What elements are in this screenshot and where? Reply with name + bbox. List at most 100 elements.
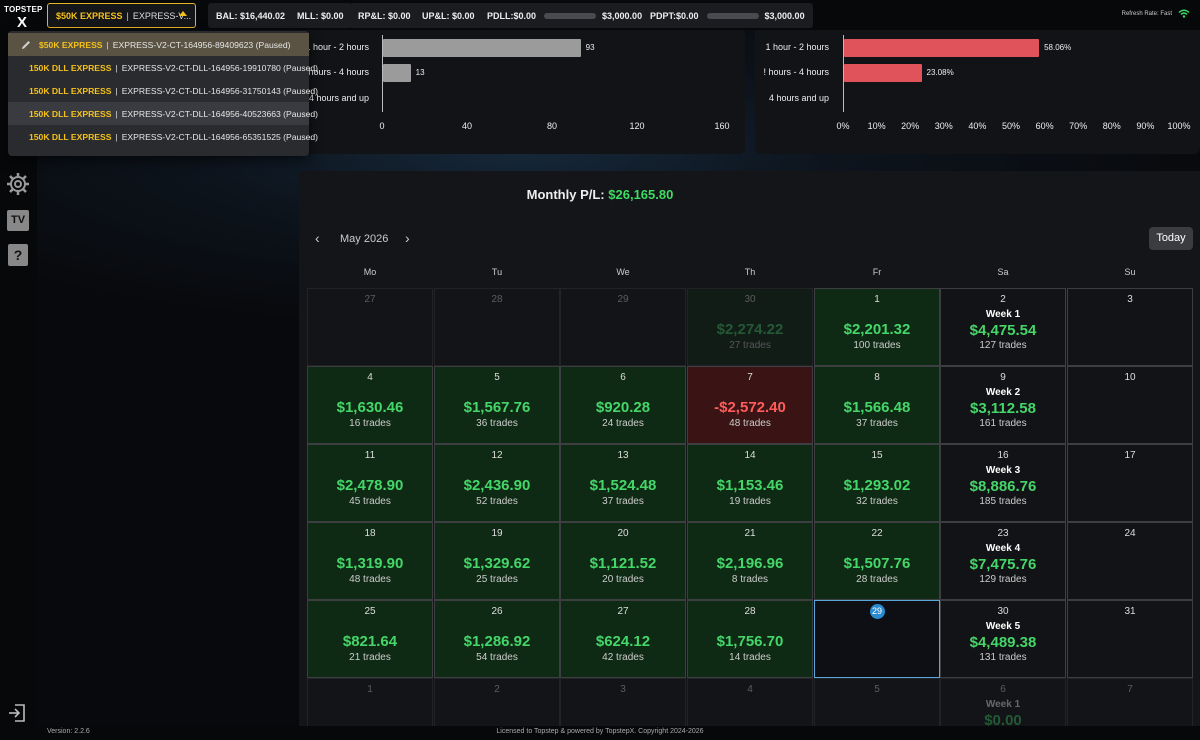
calendar-day-cell[interactable]: 27 bbox=[307, 288, 433, 366]
account-menu-item[interactable]: 150K DLL EXPRESS | EXPRESS-V2-CT-DLL-16495… bbox=[8, 102, 318, 125]
calendar-day-cell[interactable]: 18 $1,319.90 48 trades bbox=[307, 522, 433, 600]
calendar-day-cell[interactable]: 19 $1,329.62 25 trades bbox=[434, 522, 560, 600]
day-trades: 54 trades bbox=[476, 652, 518, 663]
calendar-day-cell[interactable]: 7 -$2,572.40 48 trades bbox=[687, 366, 813, 444]
week-label: Week 2 bbox=[985, 387, 1021, 398]
day-pnl: $2,274.22 bbox=[716, 321, 784, 338]
calendar-day-cell[interactable]: 24 bbox=[1067, 522, 1193, 600]
gear-icon[interactable] bbox=[6, 172, 30, 196]
help-icon[interactable]: ? bbox=[8, 244, 28, 266]
weekday-label: Sa bbox=[997, 267, 1009, 277]
chart-category-label: hours - 4 hours bbox=[308, 67, 369, 78]
chart-bar bbox=[844, 64, 922, 83]
day-pnl: $920.28 bbox=[595, 399, 651, 416]
week-label: Week 3 bbox=[985, 465, 1021, 476]
account-menu-item[interactable]: 150K DLL EXPRESS | EXPRESS-V2-CT-DLL-16495… bbox=[8, 125, 318, 148]
day-number: 3 bbox=[620, 684, 626, 695]
calendar-day-cell[interactable]: 9 Week 2 $3,112.58 161 trades bbox=[940, 366, 1066, 444]
calendar-day-cell[interactable]: 6 $920.28 24 trades bbox=[560, 366, 686, 444]
calendar-day-cell[interactable]: 17 bbox=[1067, 444, 1193, 522]
chart-value-label: 93 bbox=[585, 42, 595, 52]
calendar-day-cell[interactable]: 15 $1,293.02 32 trades bbox=[814, 444, 940, 522]
calendar-day-cell[interactable]: 11 $2,478.90 45 trades bbox=[307, 444, 433, 522]
calendar-day-cell[interactable]: 8 $1,566.48 37 trades bbox=[814, 366, 940, 444]
wifi-icon[interactable] bbox=[1178, 9, 1190, 18]
calendar-day-cell[interactable]: 31 bbox=[1067, 600, 1193, 678]
logout-icon[interactable] bbox=[7, 703, 27, 723]
chart-tick-label: 50% bbox=[1001, 121, 1021, 131]
calendar-day-cell[interactable]: 10 bbox=[1067, 366, 1193, 444]
account-menu-id: EXPRESS-V2-CT-DLL-164956-31750143 (Pause… bbox=[121, 85, 319, 96]
calendar-day-cell[interactable]: 27 $624.12 42 trades bbox=[560, 600, 686, 678]
day-number: 29 bbox=[617, 294, 629, 305]
day-number: 11 bbox=[364, 450, 376, 461]
logo-x: X bbox=[17, 14, 28, 31]
calendar-day-cell[interactable]: 14 $1,153.46 19 trades bbox=[687, 444, 813, 522]
tv-icon[interactable]: TV bbox=[7, 210, 29, 231]
day-trades: 21 trades bbox=[349, 652, 391, 663]
calendar-day-cell[interactable]: 5 $1,567.76 36 trades bbox=[434, 366, 560, 444]
day-pnl: $1,507.76 bbox=[843, 555, 911, 572]
account-menu-item[interactable]: $50K EXPRESS | EXPRESS-V2-CT-164956-894096… bbox=[8, 33, 309, 56]
day-pnl: $1,153.46 bbox=[716, 477, 784, 494]
chart-tick-label: 70% bbox=[1069, 121, 1088, 131]
calendar-day-cell[interactable]: 16 Week 3 $8,886.76 185 trades bbox=[940, 444, 1066, 522]
account-menu-separator: | bbox=[115, 131, 118, 142]
weekday-label: Mo bbox=[363, 267, 377, 277]
account-menu-item[interactable]: 150K DLL EXPRESS | EXPRESS-V2-CT-DLL-16495… bbox=[8, 79, 318, 102]
today-button[interactable]: Today bbox=[1149, 227, 1193, 250]
day-number: 10 bbox=[1124, 372, 1136, 383]
week-trades: 185 trades bbox=[979, 496, 1027, 507]
account-menu-separator: | bbox=[106, 39, 109, 50]
day-pnl: $2,196.96 bbox=[716, 555, 784, 572]
calendar-day-cell[interactable]: 1 $2,201.32 100 trades bbox=[814, 288, 940, 366]
chart-tick-label: 60% bbox=[1035, 121, 1054, 131]
day-number: 25 bbox=[364, 606, 376, 617]
pdpt-progress-bar bbox=[706, 12, 759, 19]
calendar-day-cell[interactable]: 12 $2,436.90 52 trades bbox=[434, 444, 560, 522]
account-menu-name: 150K DLL EXPRESS bbox=[29, 108, 112, 119]
day-trades: 100 trades bbox=[853, 340, 901, 351]
chart-bar bbox=[844, 38, 1040, 57]
calendar-day-cell[interactable]: 26 $1,286.92 54 trades bbox=[434, 600, 560, 678]
chart-category-label: 1 hour - 2 hours bbox=[765, 41, 829, 52]
calendar-day-cell[interactable]: 30 Week 5 $4,489.38 131 trades bbox=[940, 600, 1066, 678]
week-pnl: $4,489.38 bbox=[969, 634, 1037, 651]
day-number: 19 bbox=[491, 528, 503, 539]
calendar-day-cell[interactable]: 4 $1,630.46 16 trades bbox=[307, 366, 433, 444]
day-pnl: $624.12 bbox=[595, 633, 651, 650]
week-pnl: $8,886.76 bbox=[969, 478, 1037, 495]
calendar-day-cell[interactable]: 20 $1,121.52 20 trades bbox=[560, 522, 686, 600]
day-trades: 19 trades bbox=[729, 496, 771, 507]
account-select[interactable]: $50K EXPRESS | EXPRESS-V... bbox=[47, 3, 196, 28]
week-pnl: $7,475.76 bbox=[969, 556, 1037, 573]
calendar-day-cell[interactable]: 29 bbox=[814, 600, 940, 678]
next-month-button[interactable]: › bbox=[405, 230, 410, 246]
monthly-pl-label: Monthly P/L: bbox=[526, 187, 605, 202]
calendar-day-cell[interactable]: 21 $2,196.96 8 trades bbox=[687, 522, 813, 600]
calendar-day-cell[interactable]: 2 Week 1 $4,475.54 127 trades bbox=[940, 288, 1066, 366]
day-number: 23 bbox=[997, 528, 1009, 539]
rpl-value: RP&L: $0.00 bbox=[358, 10, 411, 21]
caret-up-icon bbox=[179, 11, 187, 16]
calendar-day-cell[interactable]: 3 bbox=[1067, 288, 1193, 366]
calendar-day-cell[interactable]: 28 bbox=[434, 288, 560, 366]
account-menu-item[interactable]: 150K DLL EXPRESS | EXPRESS-V2-CT-DLL-16495… bbox=[8, 56, 318, 79]
topstep-logo: TOPSTEP X bbox=[3, 2, 42, 31]
day-trades: 36 trades bbox=[476, 418, 518, 429]
calendar-day-cell[interactable]: 30 $2,274.22 27 trades bbox=[687, 288, 813, 366]
logo-text: TOPSTEP bbox=[4, 5, 43, 14]
day-number: 13 bbox=[617, 450, 629, 461]
calendar-day-cell[interactable]: 28 $1,756.70 14 trades bbox=[687, 600, 813, 678]
calendar-day-cell[interactable]: 25 $821.64 21 trades bbox=[307, 600, 433, 678]
pencil-icon[interactable] bbox=[21, 40, 31, 50]
calendar-day-cell[interactable]: 23 Week 4 $7,475.76 129 trades bbox=[940, 522, 1066, 600]
upl-stat: UP&L: $0.00 bbox=[414, 3, 483, 28]
day-pnl: $1,630.46 bbox=[336, 399, 404, 416]
prev-month-button[interactable]: ‹ bbox=[315, 230, 320, 246]
monthly-pl: Monthly P/L: $26,165.80 bbox=[0, 187, 1200, 202]
day-number: 20 bbox=[617, 528, 629, 539]
calendar-day-cell[interactable]: 22 $1,507.76 28 trades bbox=[814, 522, 940, 600]
calendar-day-cell[interactable]: 29 bbox=[560, 288, 686, 366]
calendar-day-cell[interactable]: 13 $1,524.48 37 trades bbox=[560, 444, 686, 522]
